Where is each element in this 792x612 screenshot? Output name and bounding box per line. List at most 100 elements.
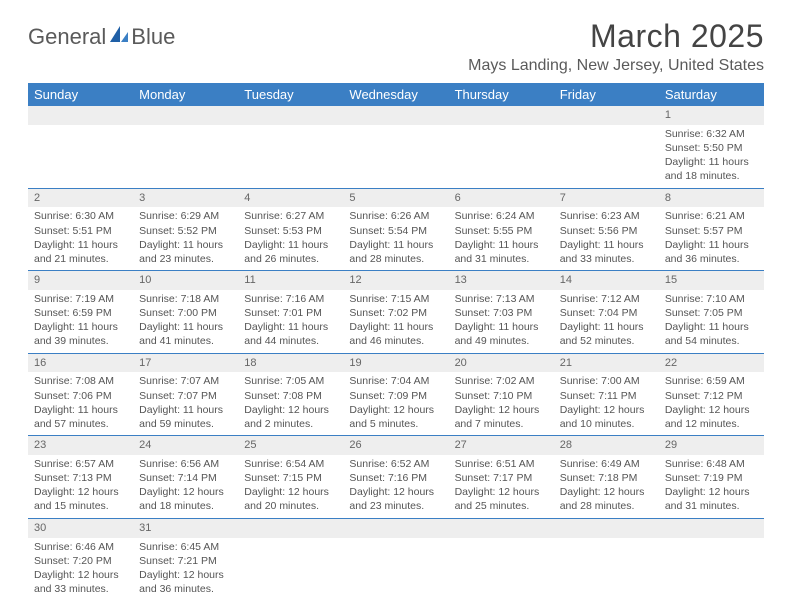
day-number: 4: [238, 189, 343, 208]
day-body: [238, 125, 343, 131]
day-body: Sunrise: 6:51 AMSunset: 7:17 PMDaylight:…: [449, 455, 554, 518]
calendar-cell: 26Sunrise: 6:52 AMSunset: 7:16 PMDayligh…: [343, 436, 448, 519]
sunset-line: Sunset: 7:03 PM: [455, 306, 548, 320]
day-number: [554, 106, 659, 125]
day-body: Sunrise: 6:27 AMSunset: 5:53 PMDaylight:…: [238, 207, 343, 270]
sunset-line: Sunset: 7:00 PM: [139, 306, 232, 320]
sunset-line: Sunset: 7:01 PM: [244, 306, 337, 320]
day-number: 21: [554, 354, 659, 373]
day-number: 14: [554, 271, 659, 290]
day-number: 19: [343, 354, 448, 373]
day-number: 16: [28, 354, 133, 373]
sunset-line: Sunset: 7:02 PM: [349, 306, 442, 320]
day-number: [238, 519, 343, 538]
calendar-cell: 20Sunrise: 7:02 AMSunset: 7:10 PMDayligh…: [449, 353, 554, 436]
calendar-cell: [449, 518, 554, 600]
daylight-line: Daylight: 11 hours and 26 minutes.: [244, 238, 337, 266]
calendar-cell: 18Sunrise: 7:05 AMSunset: 7:08 PMDayligh…: [238, 353, 343, 436]
day-body: Sunrise: 6:48 AMSunset: 7:19 PMDaylight:…: [659, 455, 764, 518]
day-body: [659, 538, 764, 544]
day-number: 26: [343, 436, 448, 455]
day-body: Sunrise: 7:10 AMSunset: 7:05 PMDaylight:…: [659, 290, 764, 353]
calendar-cell: 22Sunrise: 6:59 AMSunset: 7:12 PMDayligh…: [659, 353, 764, 436]
logo: General Blue: [28, 24, 175, 50]
calendar-cell: 21Sunrise: 7:00 AMSunset: 7:11 PMDayligh…: [554, 353, 659, 436]
day-number: 25: [238, 436, 343, 455]
sunset-line: Sunset: 7:18 PM: [560, 471, 653, 485]
day-number: [449, 519, 554, 538]
calendar-cell: 1Sunrise: 6:32 AMSunset: 5:50 PMDaylight…: [659, 106, 764, 188]
day-body: Sunrise: 7:19 AMSunset: 6:59 PMDaylight:…: [28, 290, 133, 353]
sunrise-line: Sunrise: 7:19 AM: [34, 292, 127, 306]
sunset-line: Sunset: 7:07 PM: [139, 389, 232, 403]
calendar-cell: 2Sunrise: 6:30 AMSunset: 5:51 PMDaylight…: [28, 188, 133, 271]
calendar-cell: 15Sunrise: 7:10 AMSunset: 7:05 PMDayligh…: [659, 271, 764, 354]
calendar-cell: [554, 106, 659, 188]
calendar-cell: 7Sunrise: 6:23 AMSunset: 5:56 PMDaylight…: [554, 188, 659, 271]
calendar-cell: 24Sunrise: 6:56 AMSunset: 7:14 PMDayligh…: [133, 436, 238, 519]
sunrise-line: Sunrise: 6:27 AM: [244, 209, 337, 223]
daylight-line: Daylight: 11 hours and 36 minutes.: [665, 238, 758, 266]
day-number: 2: [28, 189, 133, 208]
sunset-line: Sunset: 7:20 PM: [34, 554, 127, 568]
sunset-line: Sunset: 7:10 PM: [455, 389, 548, 403]
day-header: Wednesday: [343, 83, 448, 106]
calendar-cell: 4Sunrise: 6:27 AMSunset: 5:53 PMDaylight…: [238, 188, 343, 271]
daylight-line: Daylight: 12 hours and 33 minutes.: [34, 568, 127, 596]
day-body: Sunrise: 7:04 AMSunset: 7:09 PMDaylight:…: [343, 372, 448, 435]
day-number: [449, 106, 554, 125]
sunset-line: Sunset: 7:05 PM: [665, 306, 758, 320]
day-body: Sunrise: 6:24 AMSunset: 5:55 PMDaylight:…: [449, 207, 554, 270]
sunrise-line: Sunrise: 7:08 AM: [34, 374, 127, 388]
day-header: Saturday: [659, 83, 764, 106]
daylight-line: Daylight: 11 hours and 28 minutes.: [349, 238, 442, 266]
daylight-line: Daylight: 12 hours and 5 minutes.: [349, 403, 442, 431]
calendar-cell: 9Sunrise: 7:19 AMSunset: 6:59 PMDaylight…: [28, 271, 133, 354]
sunrise-line: Sunrise: 6:46 AM: [34, 540, 127, 554]
calendar-cell: 16Sunrise: 7:08 AMSunset: 7:06 PMDayligh…: [28, 353, 133, 436]
calendar-cell: 19Sunrise: 7:04 AMSunset: 7:09 PMDayligh…: [343, 353, 448, 436]
sunrise-line: Sunrise: 6:49 AM: [560, 457, 653, 471]
calendar-cell: 11Sunrise: 7:16 AMSunset: 7:01 PMDayligh…: [238, 271, 343, 354]
sunrise-line: Sunrise: 7:04 AM: [349, 374, 442, 388]
day-body: Sunrise: 6:57 AMSunset: 7:13 PMDaylight:…: [28, 455, 133, 518]
sunrise-line: Sunrise: 6:30 AM: [34, 209, 127, 223]
daylight-line: Daylight: 12 hours and 10 minutes.: [560, 403, 653, 431]
day-body: [343, 125, 448, 131]
calendar-cell: 14Sunrise: 7:12 AMSunset: 7:04 PMDayligh…: [554, 271, 659, 354]
daylight-line: Daylight: 11 hours and 46 minutes.: [349, 320, 442, 348]
day-header: Thursday: [449, 83, 554, 106]
daylight-line: Daylight: 12 hours and 25 minutes.: [455, 485, 548, 513]
day-body: Sunrise: 6:23 AMSunset: 5:56 PMDaylight:…: [554, 207, 659, 270]
day-number: 20: [449, 354, 554, 373]
day-number: 30: [28, 519, 133, 538]
sunrise-line: Sunrise: 6:21 AM: [665, 209, 758, 223]
calendar-cell: 6Sunrise: 6:24 AMSunset: 5:55 PMDaylight…: [449, 188, 554, 271]
day-body: Sunrise: 6:26 AMSunset: 5:54 PMDaylight:…: [343, 207, 448, 270]
calendar-cell: 30 Sunrise: 6:46 AMSunset: 7:20 PMDayligh…: [28, 518, 133, 600]
day-body: Sunrise: 6:45 AMSunset: 7:21 PMDaylight:…: [133, 538, 238, 601]
daylight-line: Daylight: 12 hours and 15 minutes.: [34, 485, 127, 513]
sunset-line: Sunset: 7:21 PM: [139, 554, 232, 568]
calendar-cell: 13Sunrise: 7:13 AMSunset: 7:03 PMDayligh…: [449, 271, 554, 354]
sunrise-line: Sunrise: 7:10 AM: [665, 292, 758, 306]
day-body: [28, 125, 133, 131]
title-block: March 2025 Mays Landing, New Jersey, Uni…: [468, 18, 764, 75]
calendar-cell: [554, 518, 659, 600]
daylight-line: Daylight: 12 hours and 23 minutes.: [349, 485, 442, 513]
day-body: [238, 538, 343, 544]
day-body: Sunrise: 7:12 AMSunset: 7:04 PMDaylight:…: [554, 290, 659, 353]
calendar-cell: [238, 518, 343, 600]
sunset-line: Sunset: 5:53 PM: [244, 224, 337, 238]
calendar-cell: [133, 106, 238, 188]
day-body: Sunrise: 7:08 AMSunset: 7:06 PMDaylight:…: [28, 372, 133, 435]
sunset-line: Sunset: 5:52 PM: [139, 224, 232, 238]
sunset-line: Sunset: 5:51 PM: [34, 224, 127, 238]
location: Mays Landing, New Jersey, United States: [468, 57, 764, 75]
day-body: Sunrise: 7:07 AMSunset: 7:07 PMDaylight:…: [133, 372, 238, 435]
calendar-cell: 28Sunrise: 6:49 AMSunset: 7:18 PMDayligh…: [554, 436, 659, 519]
day-body: [554, 538, 659, 544]
day-number: [343, 106, 448, 125]
day-number: 1: [659, 106, 764, 125]
day-number: 13: [449, 271, 554, 290]
